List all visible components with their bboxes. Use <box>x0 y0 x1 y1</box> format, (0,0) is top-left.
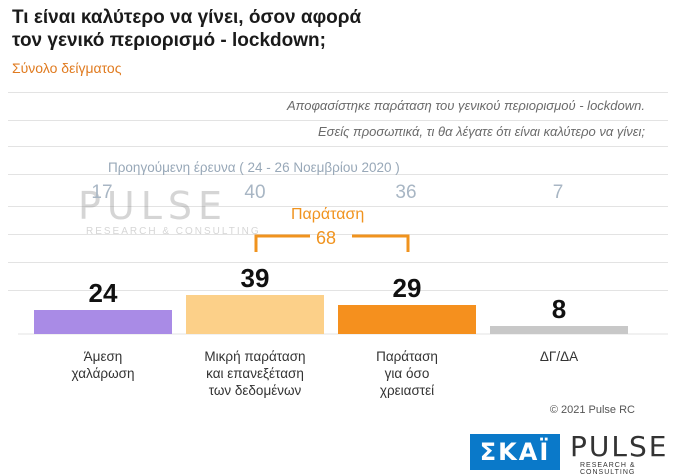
bar-value-label-4: 8 <box>552 294 566 324</box>
category-label-line: Άμεση <box>83 349 123 364</box>
pulse-logo: PULSE RESEARCH & CONSULTING <box>570 432 685 476</box>
question-line-1: Αποφασίστηκε παράταση του γενικού περιορ… <box>287 98 645 113</box>
bar-3 <box>338 305 476 334</box>
grid-line <box>8 146 668 147</box>
extension-group-value: 68 <box>316 228 337 248</box>
watermark-tagline: RESEARCH & CONSULTING <box>86 226 261 237</box>
watermark-word: PULSE <box>78 184 229 228</box>
title-line-1: Τι είναι καλύτερο να γίνει, όσον αφορά <box>12 7 362 28</box>
bar-value-label-2: 39 <box>241 263 270 293</box>
bar-value-label-1: 24 <box>89 278 118 308</box>
category-label-1: Άμεση χαλάρωση <box>28 348 178 382</box>
previous-value-4: 7 <box>552 182 564 203</box>
skai-logo: ΣΚΑΪ <box>470 434 560 470</box>
category-label-line: των δεδομένων <box>208 383 302 398</box>
previous-value-1: 17 <box>91 182 113 203</box>
bar-value-label-3: 29 <box>393 273 422 303</box>
category-label-line: Παράταση <box>376 349 438 364</box>
previous-value-2: 40 <box>244 182 266 203</box>
chart-title: Τι είναι καλύτερο να γίνει, όσον αφορά τ… <box>12 6 432 52</box>
copyright: © 2021 Pulse RC <box>549 404 635 416</box>
category-label-line: και επανεξέταση <box>206 366 304 381</box>
grid-line <box>8 262 668 263</box>
title-line-2: τον γενικό περιορισμό - lockdown; <box>12 30 326 51</box>
grid-line <box>8 206 668 207</box>
category-label-line: χαλάρωση <box>71 366 135 381</box>
grid-line <box>8 174 668 175</box>
pulse-logo-tagline: RESEARCH & CONSULTING <box>580 462 636 476</box>
category-label-line: Μικρή παράταση <box>204 349 306 364</box>
bar-2 <box>186 295 324 334</box>
extension-bracket <box>254 234 410 252</box>
category-label-3: Παράταση για όσο χρειαστεί <box>332 348 482 399</box>
category-label-line: ΔΓ/ΔΑ <box>539 349 579 364</box>
category-label-line: χρειαστεί <box>379 383 435 398</box>
grid-line <box>8 120 668 121</box>
pulse-logo-word: PULSE <box>570 430 669 463</box>
bar-4 <box>490 326 628 334</box>
question-line-2: Εσείς προσωπικά, τι θα λέγατε ότι είναι … <box>317 124 645 139</box>
bar-1 <box>34 310 172 334</box>
grid-line <box>8 234 668 235</box>
previous-value-3: 36 <box>395 182 417 203</box>
category-label-2: Μικρή παράταση και επανεξέταση των δεδομέν… <box>180 348 330 399</box>
category-label-4: ΔΓ/ΔΑ <box>484 348 634 365</box>
chart-subtitle: Σύνολο δείγματος <box>12 60 122 76</box>
pulse-watermark: PULSE RESEARCH & CONSULTING <box>50 186 261 237</box>
extension-group-label: Παράταση <box>291 206 365 223</box>
category-label-line: για όσο <box>384 366 430 381</box>
grid-line <box>8 290 668 291</box>
grid-line <box>8 92 668 93</box>
previous-survey-label: Προηγούμενη έρευνα ( 24 - 26 Νοεμβρίου 2… <box>108 160 400 175</box>
